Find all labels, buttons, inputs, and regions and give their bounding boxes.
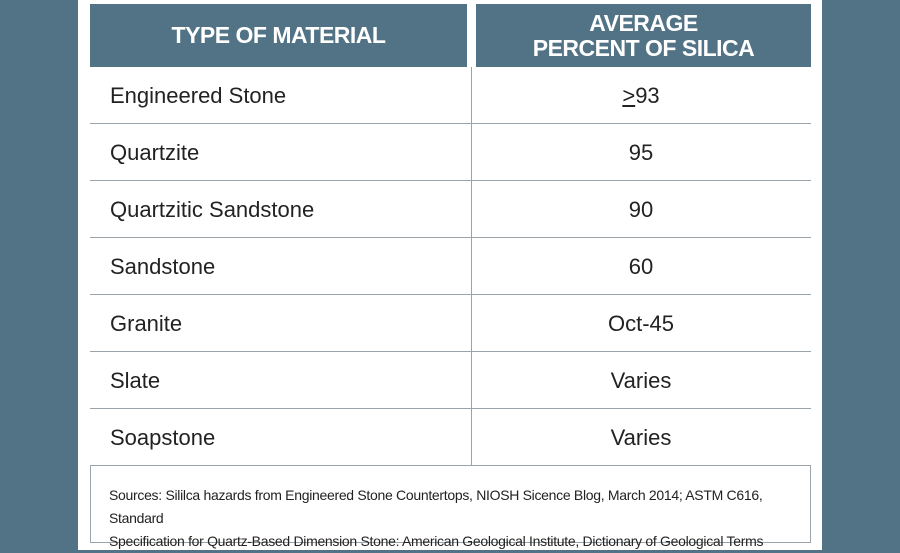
sources-line-2: Specification for Quartz-Based Dimension… bbox=[109, 533, 764, 549]
table-card: TYPE OF MATERIAL AVERAGE PERCENT OF SILI… bbox=[78, 0, 822, 550]
silica-cell: 90 bbox=[628, 196, 654, 222]
material-cell: Engineered Stone bbox=[110, 82, 287, 108]
silica-cell: 95 bbox=[628, 139, 654, 165]
silica-cell: Varies bbox=[610, 367, 672, 393]
sources-note: Sources: Sililca hazards from Engineered… bbox=[90, 465, 811, 549]
table-row: Granite Oct-45 bbox=[90, 295, 811, 352]
silica-cell: >93 bbox=[471, 67, 811, 124]
material-cell: Quartzitic Sandstone bbox=[110, 196, 315, 222]
header-material-label: TYPE OF MATERIAL bbox=[171, 22, 386, 48]
table-body: Engineered Stone >93 Quartzite 95 Quartz… bbox=[90, 67, 811, 466]
silica-value: 93 bbox=[635, 82, 660, 108]
column-divider bbox=[471, 67, 472, 465]
header-type-of-material: TYPE OF MATERIAL bbox=[90, 4, 467, 67]
table-row: Engineered Stone >93 bbox=[90, 67, 811, 124]
material-cell: Quartzite bbox=[110, 139, 200, 165]
material-cell: Slate bbox=[110, 367, 161, 393]
header-silica-label-line2: PERCENT OF SILICA bbox=[532, 34, 755, 61]
header-silica-label-line1: AVERAGE bbox=[589, 9, 698, 36]
silica-cell: Varies bbox=[610, 424, 672, 450]
sources-line-1: Sources: Sililca hazards from Engineered… bbox=[109, 487, 763, 526]
silica-cell: 60 bbox=[628, 253, 654, 279]
table-row: Sandstone 60 bbox=[90, 238, 811, 295]
header-average-percent-silica: AVERAGE PERCENT OF SILICA bbox=[476, 4, 811, 67]
material-cell: Soapstone bbox=[110, 424, 216, 450]
table-row: Quartzite 95 bbox=[90, 124, 811, 181]
silica-cell: Oct-45 bbox=[607, 310, 675, 336]
table-row: Slate Varies bbox=[90, 352, 811, 409]
material-cell: Granite bbox=[110, 310, 183, 336]
table-row: Quartzitic Sandstone 90 bbox=[90, 181, 811, 238]
material-cell: Sandstone bbox=[110, 253, 216, 279]
greater-equal-symbol: > bbox=[622, 82, 636, 108]
table-row: Soapstone Varies bbox=[90, 409, 811, 466]
